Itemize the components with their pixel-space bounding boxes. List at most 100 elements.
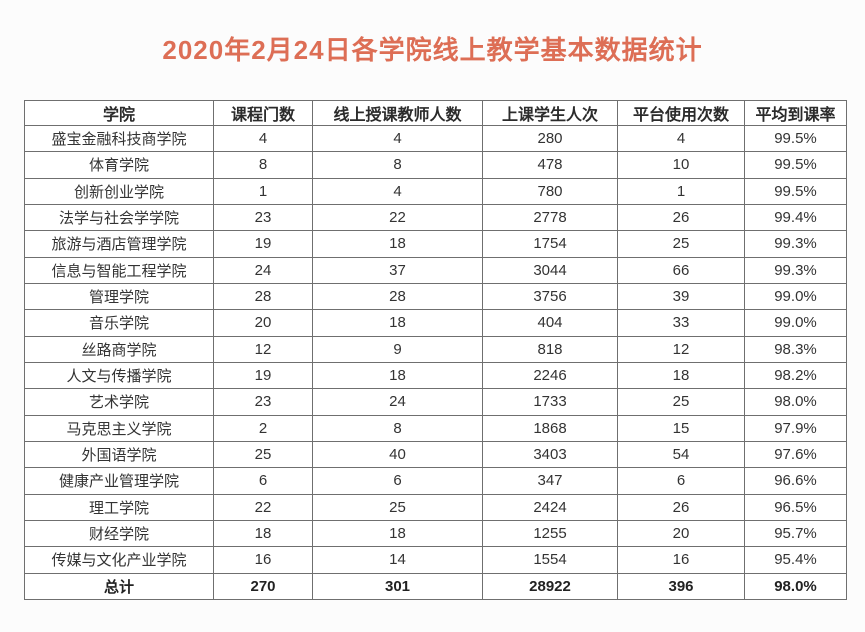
course-count-cell: 28 (213, 282, 313, 311)
attendance-rate-cell: 99.0% (744, 282, 847, 311)
table-row: 传媒与文化产业学院 16 14 1554 16 95.4% (24, 546, 847, 574)
platform-uses-cell: 33 (617, 309, 745, 337)
student-count-cell: 3403 (482, 440, 618, 469)
table-row: 丝路商学院 12 9 818 12 98.3% (24, 335, 847, 363)
header-platform-uses: 平台使用次数 (617, 100, 745, 126)
attendance-rate-cell: 99.3% (744, 230, 847, 258)
attendance-rate-cell: 98.0% (744, 388, 847, 416)
platform-uses-cell: 4 (617, 124, 745, 153)
student-count-cell: 404 (482, 309, 618, 337)
header-teacher-count: 线上授课教师人数 (312, 100, 483, 126)
platform-uses-cell: 10 (617, 151, 745, 179)
platform-uses-cell: 6 (617, 467, 745, 495)
attendance-rate-cell: 98.0% (744, 572, 847, 601)
table-row: 盛宝金融科技商学院 4 4 280 4 99.5% (24, 124, 847, 153)
course-count-cell: 24 (213, 256, 313, 284)
attendance-rate-cell: 98.2% (744, 361, 847, 390)
table-row: 外国语学院 25 40 3403 54 97.6% (24, 440, 847, 469)
stats-table: 学院 课程门数 线上授课教师人数 上课学生人次 平台使用次数 平均到课率 盛宝金… (24, 100, 847, 601)
table-row: 健康产业管理学院 6 6 347 6 96.6% (24, 467, 847, 495)
teacher-count-cell: 18 (312, 309, 483, 337)
course-count-cell: 19 (213, 361, 313, 390)
course-count-cell: 19 (213, 230, 313, 258)
attendance-rate-cell: 99.4% (744, 203, 847, 232)
student-count-cell: 3044 (482, 256, 618, 284)
student-count-cell: 2778 (482, 203, 618, 232)
student-count-cell: 347 (482, 467, 618, 495)
teacher-count-cell: 8 (312, 151, 483, 179)
table-row: 法学与社会学学院 23 22 2778 26 99.4% (24, 203, 847, 232)
platform-uses-cell: 66 (617, 256, 745, 284)
course-count-cell: 22 (213, 493, 313, 521)
college-name-cell: 总计 (24, 572, 214, 601)
course-count-cell: 16 (213, 546, 313, 574)
college-name-cell: 理工学院 (24, 493, 214, 521)
student-count-cell: 28922 (482, 572, 618, 601)
platform-uses-cell: 12 (617, 335, 745, 363)
college-name-cell: 财经学院 (24, 519, 214, 548)
table-body: 盛宝金融科技商学院 4 4 280 4 99.5% 体育学院 8 8 478 10 99.5% 创新创业… (24, 124, 847, 601)
platform-uses-cell: 396 (617, 572, 745, 601)
attendance-rate-cell: 95.4% (744, 546, 847, 574)
student-count-cell: 2246 (482, 361, 618, 390)
teacher-count-cell: 25 (312, 493, 483, 521)
student-count-cell: 3756 (482, 282, 618, 311)
header-attendance-rate: 平均到课率 (744, 100, 847, 126)
header-college: 学院 (24, 100, 214, 126)
teacher-count-cell: 22 (312, 203, 483, 232)
course-count-cell: 2 (213, 414, 313, 442)
platform-uses-cell: 25 (617, 388, 745, 416)
table-row: 艺术学院 23 24 1733 25 98.0% (24, 388, 847, 416)
course-count-cell: 270 (213, 572, 313, 601)
college-name-cell: 盛宝金融科技商学院 (24, 124, 214, 153)
student-count-cell: 1754 (482, 230, 618, 258)
teacher-count-cell: 18 (312, 230, 483, 258)
college-name-cell: 旅游与酒店管理学院 (24, 230, 214, 258)
teacher-count-cell: 14 (312, 546, 483, 574)
teacher-count-cell: 6 (312, 467, 483, 495)
college-name-cell: 传媒与文化产业学院 (24, 546, 214, 574)
attendance-rate-cell: 96.5% (744, 493, 847, 521)
course-count-cell: 6 (213, 467, 313, 495)
college-name-cell: 法学与社会学学院 (24, 203, 214, 232)
course-count-cell: 12 (213, 335, 313, 363)
platform-uses-cell: 25 (617, 230, 745, 258)
total-row: 总计 270 301 28922 396 98.0% (24, 572, 847, 601)
platform-uses-cell: 26 (617, 493, 745, 521)
header-student-count: 上课学生人次 (482, 100, 618, 126)
college-name-cell: 创新创业学院 (24, 177, 214, 205)
college-name-cell: 丝路商学院 (24, 335, 214, 363)
college-name-cell: 人文与传播学院 (24, 361, 214, 390)
student-count-cell: 1868 (482, 414, 618, 442)
teacher-count-cell: 24 (312, 388, 483, 416)
teacher-count-cell: 28 (312, 282, 483, 311)
attendance-rate-cell: 96.6% (744, 467, 847, 495)
platform-uses-cell: 39 (617, 282, 745, 311)
course-count-cell: 8 (213, 151, 313, 179)
college-name-cell: 艺术学院 (24, 388, 214, 416)
course-count-cell: 1 (213, 177, 313, 205)
header-row: 学院 课程门数 线上授课教师人数 上课学生人次 平台使用次数 平均到课率 (24, 100, 847, 126)
attendance-rate-cell: 97.9% (744, 414, 847, 442)
course-count-cell: 23 (213, 388, 313, 416)
teacher-count-cell: 301 (312, 572, 483, 601)
student-count-cell: 280 (482, 124, 618, 153)
teacher-count-cell: 9 (312, 335, 483, 363)
platform-uses-cell: 1 (617, 177, 745, 205)
page-title: 2020年2月24日各学院线上教学基本数据统计 (162, 35, 703, 65)
table-row: 旅游与酒店管理学院 19 18 1754 25 99.3% (24, 230, 847, 258)
platform-uses-cell: 16 (617, 546, 745, 574)
college-name-cell: 外国语学院 (24, 440, 214, 469)
college-name-cell: 管理学院 (24, 282, 214, 311)
platform-uses-cell: 20 (617, 519, 745, 548)
student-count-cell: 1733 (482, 388, 618, 416)
table-row: 理工学院 22 25 2424 26 96.5% (24, 493, 847, 521)
student-count-cell: 1255 (482, 519, 618, 548)
table-row: 马克思主义学院 2 8 1868 15 97.9% (24, 414, 847, 442)
attendance-rate-cell: 99.3% (744, 256, 847, 284)
college-name-cell: 健康产业管理学院 (24, 467, 214, 495)
platform-uses-cell: 15 (617, 414, 745, 442)
table-row: 体育学院 8 8 478 10 99.5% (24, 151, 847, 179)
teacher-count-cell: 37 (312, 256, 483, 284)
attendance-rate-cell: 99.5% (744, 177, 847, 205)
